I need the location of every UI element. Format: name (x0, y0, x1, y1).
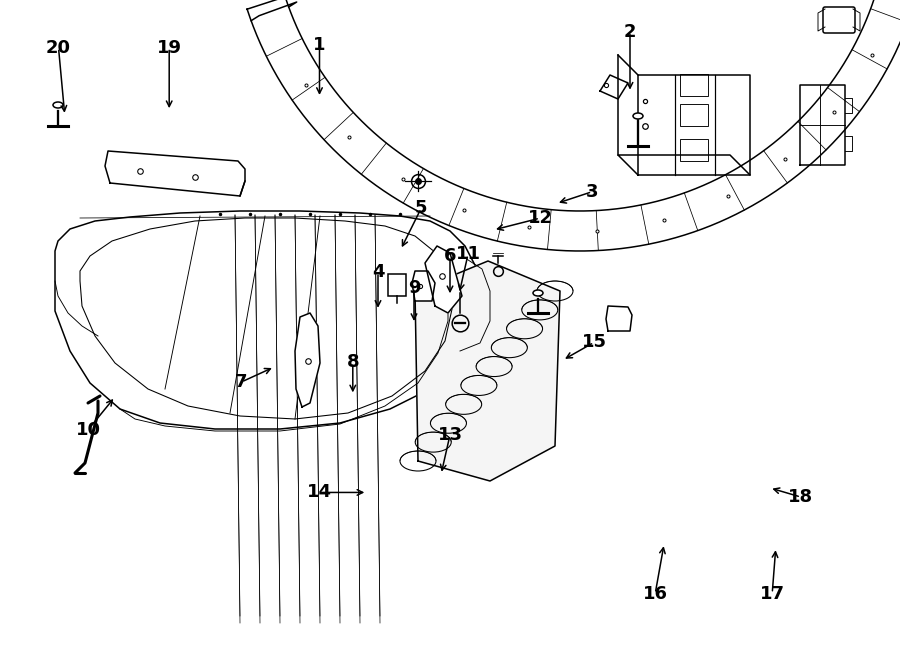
Ellipse shape (53, 102, 63, 108)
Ellipse shape (533, 290, 543, 296)
Text: 19: 19 (157, 38, 182, 57)
Ellipse shape (633, 113, 643, 119)
Text: 15: 15 (581, 333, 607, 352)
Text: 18: 18 (788, 488, 814, 506)
Bar (680, 104, 708, 126)
Text: 9: 9 (408, 278, 420, 297)
Polygon shape (412, 271, 435, 301)
Polygon shape (425, 246, 462, 313)
Polygon shape (415, 261, 560, 481)
Bar (388, 274, 406, 296)
Text: 13: 13 (437, 426, 463, 444)
Text: 7: 7 (235, 373, 248, 391)
Text: 5: 5 (415, 199, 428, 217)
Text: 6: 6 (444, 247, 456, 266)
Polygon shape (800, 85, 845, 165)
Text: 10: 10 (76, 420, 101, 439)
Text: 1: 1 (313, 36, 326, 54)
Polygon shape (105, 151, 245, 196)
Text: 4: 4 (372, 263, 384, 282)
Bar (680, 74, 708, 96)
Polygon shape (248, 0, 900, 251)
Polygon shape (600, 75, 628, 99)
Text: 8: 8 (346, 353, 359, 371)
Text: 14: 14 (307, 483, 332, 502)
Polygon shape (295, 313, 320, 407)
Bar (680, 139, 708, 161)
FancyBboxPatch shape (823, 7, 855, 33)
Text: 11: 11 (455, 245, 481, 264)
Text: 17: 17 (760, 584, 785, 603)
Polygon shape (606, 306, 632, 331)
Polygon shape (55, 211, 480, 429)
Polygon shape (638, 75, 750, 175)
Text: 20: 20 (46, 38, 71, 57)
Text: 16: 16 (643, 584, 668, 603)
Text: 12: 12 (527, 209, 553, 227)
Text: 2: 2 (624, 22, 636, 41)
Text: 3: 3 (586, 182, 598, 201)
